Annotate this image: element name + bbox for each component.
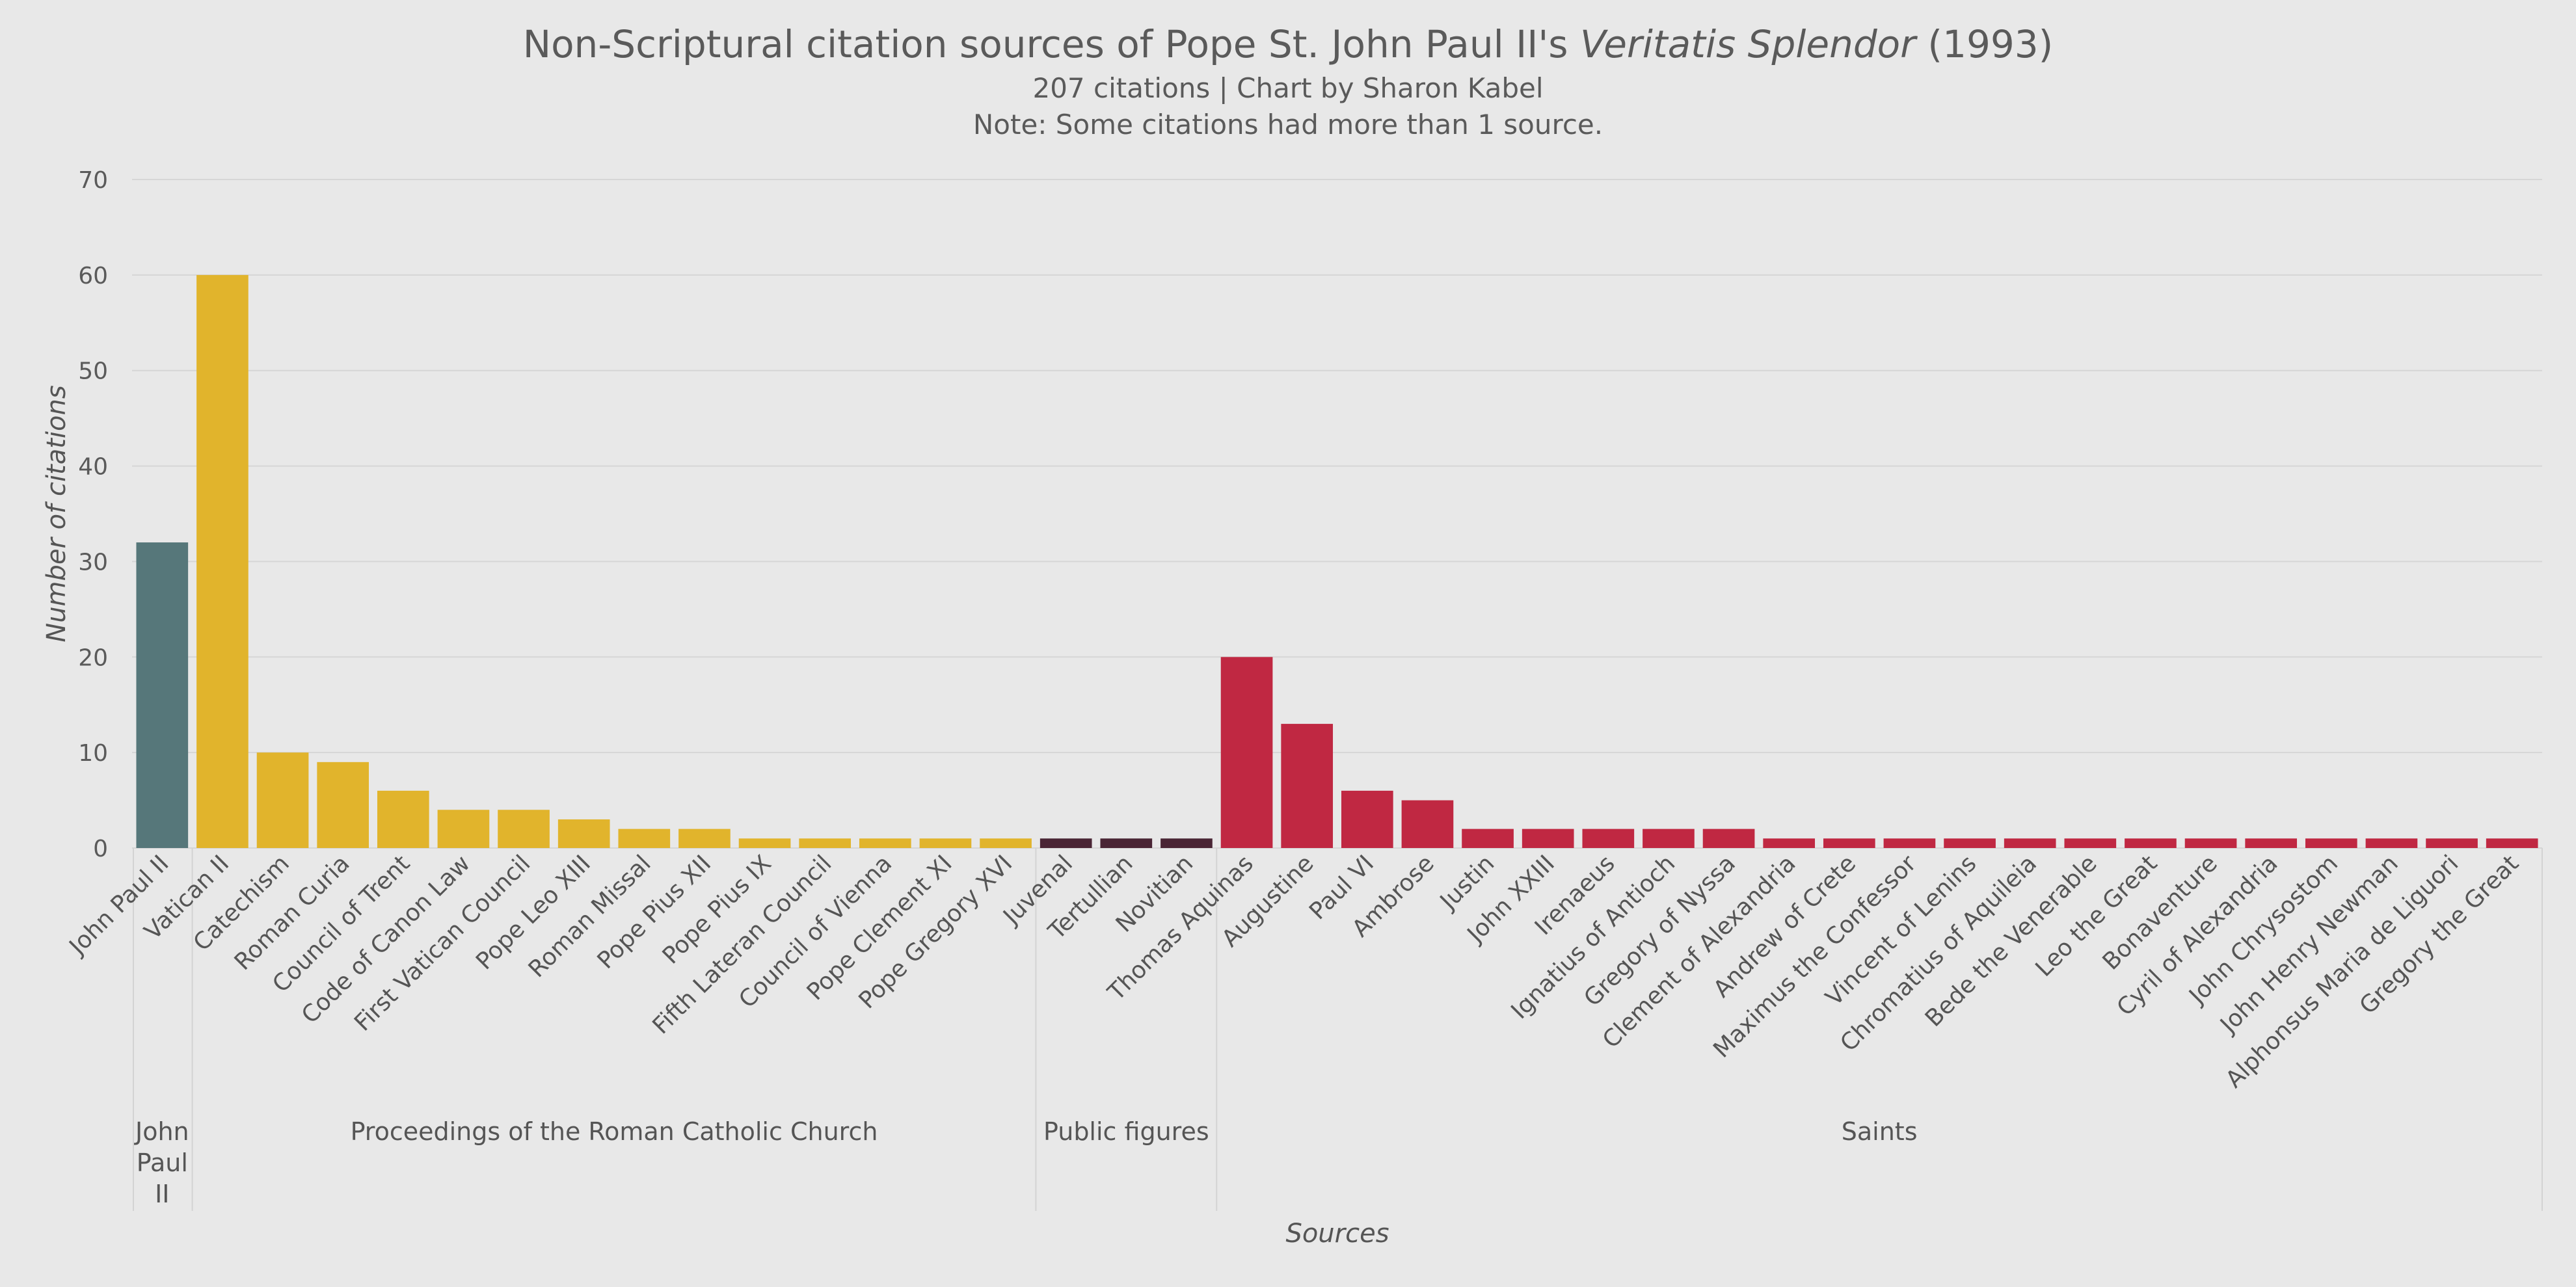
bar: [799, 838, 852, 848]
bar: [1161, 838, 1213, 848]
bar: [2305, 838, 2357, 848]
chart-subtitle: 207 citations | Chart by Sharon Kabel: [1032, 72, 1544, 104]
group-label: John: [134, 1117, 189, 1146]
group-label: Paul: [137, 1148, 188, 1177]
bar: [2486, 838, 2538, 848]
y-tick-label: 10: [78, 740, 108, 767]
bar: [1462, 829, 1514, 848]
y-tick-label: 30: [78, 549, 108, 576]
y-tick-label: 50: [78, 358, 108, 385]
group-label: Public figures: [1043, 1117, 1209, 1146]
bar: [2064, 838, 2117, 848]
bar: [1823, 838, 1875, 848]
y-tick-label: 70: [78, 167, 108, 194]
bar: [2004, 838, 2056, 848]
bar: [136, 542, 189, 848]
bar: [557, 819, 610, 848]
bar: [738, 838, 791, 848]
bar: [437, 810, 490, 848]
bar: [1040, 838, 1092, 848]
chart-title-prefix: Non-Scriptural citation sources of Pope …: [522, 22, 1580, 66]
bar: [1883, 838, 1936, 848]
bar: [317, 762, 369, 848]
bar: [256, 752, 309, 848]
bar: [1643, 829, 1695, 848]
bar: [1341, 790, 1393, 848]
y-tick-label: 40: [78, 454, 108, 481]
bar: [618, 829, 671, 848]
bar: [2125, 838, 2177, 848]
bar: [1763, 838, 1816, 848]
group-label: Saints: [1842, 1117, 1918, 1146]
bar: [1582, 829, 1635, 848]
bar: [1944, 838, 1996, 848]
y-tick-label: 60: [78, 263, 108, 289]
y-tick-label: 20: [78, 644, 108, 671]
bar: [1702, 829, 1755, 848]
bar: [2184, 838, 2237, 848]
chart-note: Note: Some citations had more than 1 sou…: [973, 109, 1603, 140]
bar: [919, 838, 972, 848]
bar: [2245, 838, 2298, 848]
bar: [1281, 724, 1334, 848]
bar: [196, 274, 248, 848]
bar: [980, 838, 1032, 848]
y-axis-title: Number of citations: [42, 385, 72, 642]
bar: [1522, 829, 1574, 848]
bar: [2365, 838, 2418, 848]
group-label: Proceedings of the Roman Catholic Church: [351, 1117, 878, 1146]
bar: [1401, 800, 1454, 848]
y-tick-label: 0: [93, 836, 108, 862]
bar: [2426, 838, 2478, 848]
bar: [1220, 657, 1273, 848]
chart-title-suffix: (1993): [1916, 22, 2054, 66]
bar: [678, 829, 731, 848]
bar: [377, 790, 429, 848]
title-block: Non-Scriptural citation sources of Pope …: [0, 18, 2576, 143]
x-axis-title: Sources: [1285, 1219, 1389, 1249]
bar: [859, 838, 911, 848]
group-label: II: [155, 1180, 169, 1208]
chart-title-italic: Veritatis Splendor: [1579, 22, 1916, 66]
bar: [498, 810, 550, 848]
bar: [1100, 838, 1153, 848]
chart-title: Non-Scriptural citation sources of Pope …: [0, 18, 2576, 70]
